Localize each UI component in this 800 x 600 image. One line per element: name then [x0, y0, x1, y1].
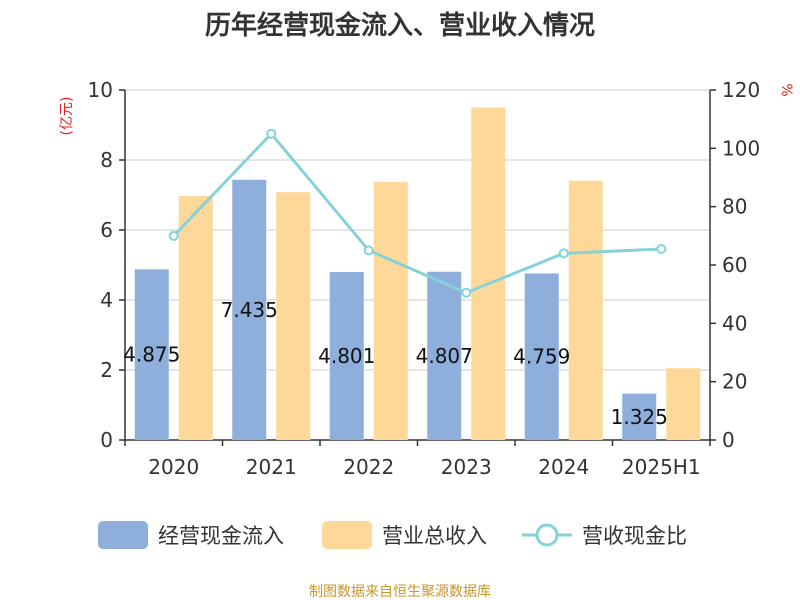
cash-inflow-bar-2022: [329, 271, 364, 440]
x-tick-label-2024: 2024: [538, 455, 589, 479]
source-note: 制图数据来自恒生聚源数据库: [309, 584, 491, 600]
left-tick-label-6: 6: [100, 218, 113, 242]
left-tick-label-0: 0: [100, 428, 113, 452]
revenue-bar-2023: [471, 107, 506, 440]
cash-inflow-bar-2023: [427, 271, 462, 440]
legend-cash-inflow-swatch: [98, 521, 148, 549]
right-axis-unit: %: [778, 83, 794, 96]
bars: [134, 107, 701, 441]
revenue-bar-2024: [568, 180, 603, 440]
cash-inflow-label-2023: 4.807: [416, 344, 473, 368]
right-tick-label-100: 100: [722, 136, 760, 160]
ratio-point-2025H1: [656, 243, 667, 254]
cash-inflow-label-2020: 4.875: [123, 343, 180, 367]
right-tick-label-40: 40: [722, 311, 747, 335]
x-tick-label-2022: 2022: [343, 455, 394, 479]
ratio-point-2024: [558, 248, 569, 259]
data-labels: 4.875 7.435 4.801 4.807 4.759 1.325: [123, 298, 668, 429]
revenue-bar-2020: [178, 196, 213, 440]
cash-inflow-label-2024: 4.759: [513, 345, 570, 369]
ratio-point-2022: [363, 245, 374, 256]
legend-cash-inflow[interactable]: 经营现金流入: [98, 521, 284, 549]
x-tick-label-2023: 2023: [441, 455, 492, 479]
cash-inflow-bar-2020: [134, 269, 169, 440]
ratio-line-path: [172, 131, 662, 295]
legend-revenue-swatch: [322, 521, 372, 549]
legend-revenue-label: 营业总收入: [382, 524, 487, 548]
chart-title: 历年经营现金流入、营业收入情况: [205, 10, 595, 41]
cash-inflow-label-2021: 7.435: [221, 298, 278, 322]
x-tick-label-2025H1: 2025H1: [622, 455, 701, 479]
legend-ratio[interactable]: 营收现金比: [522, 523, 687, 548]
revenue-bar-2021: [276, 192, 311, 440]
ratio-point-2023: [461, 287, 472, 298]
cash-inflow-label-2025H1: 1.325: [611, 405, 668, 429]
revenue-bar-2025H1: [666, 368, 701, 440]
left-tick-label-10: 10: [88, 78, 113, 102]
legend-revenue[interactable]: 营业总收入: [322, 521, 487, 549]
cash-inflow-label-2022: 4.801: [318, 344, 375, 368]
x-tick-label-2020: 2020: [148, 455, 199, 479]
cash-inflow-bar-2021: [232, 179, 267, 440]
legend[interactable]: 经营现金流入 营业总收入 营收现金比: [98, 521, 687, 549]
cash-inflow-bar-2024: [524, 273, 559, 440]
right-tick-label-80: 80: [722, 195, 747, 219]
legend-ratio-swatch-marker: [535, 523, 559, 547]
ratio-line: [168, 128, 667, 298]
right-tick-label-60: 60: [722, 253, 747, 277]
gridlines: [125, 89, 710, 371]
left-axis-unit: (亿元): [59, 97, 75, 136]
x-tick-label-2021: 2021: [246, 455, 297, 479]
left-tick-label-8: 8: [100, 148, 113, 172]
right-tick-label-0: 0: [722, 428, 735, 452]
right-tick-label-20: 20: [722, 370, 747, 394]
ratio-point-2020: [168, 230, 179, 241]
ratio-point-2021: [266, 128, 277, 139]
left-tick-label-4: 4: [100, 288, 113, 312]
legend-cash-inflow-label: 经营现金流入: [158, 524, 284, 548]
legend-ratio-label: 营收现金比: [582, 524, 687, 548]
revenue-bar-2022: [373, 182, 408, 441]
left-tick-label-2: 2: [100, 358, 113, 382]
cash-inflow-bar-2025H1: [622, 393, 657, 440]
right-tick-label-120: 120: [722, 78, 760, 102]
